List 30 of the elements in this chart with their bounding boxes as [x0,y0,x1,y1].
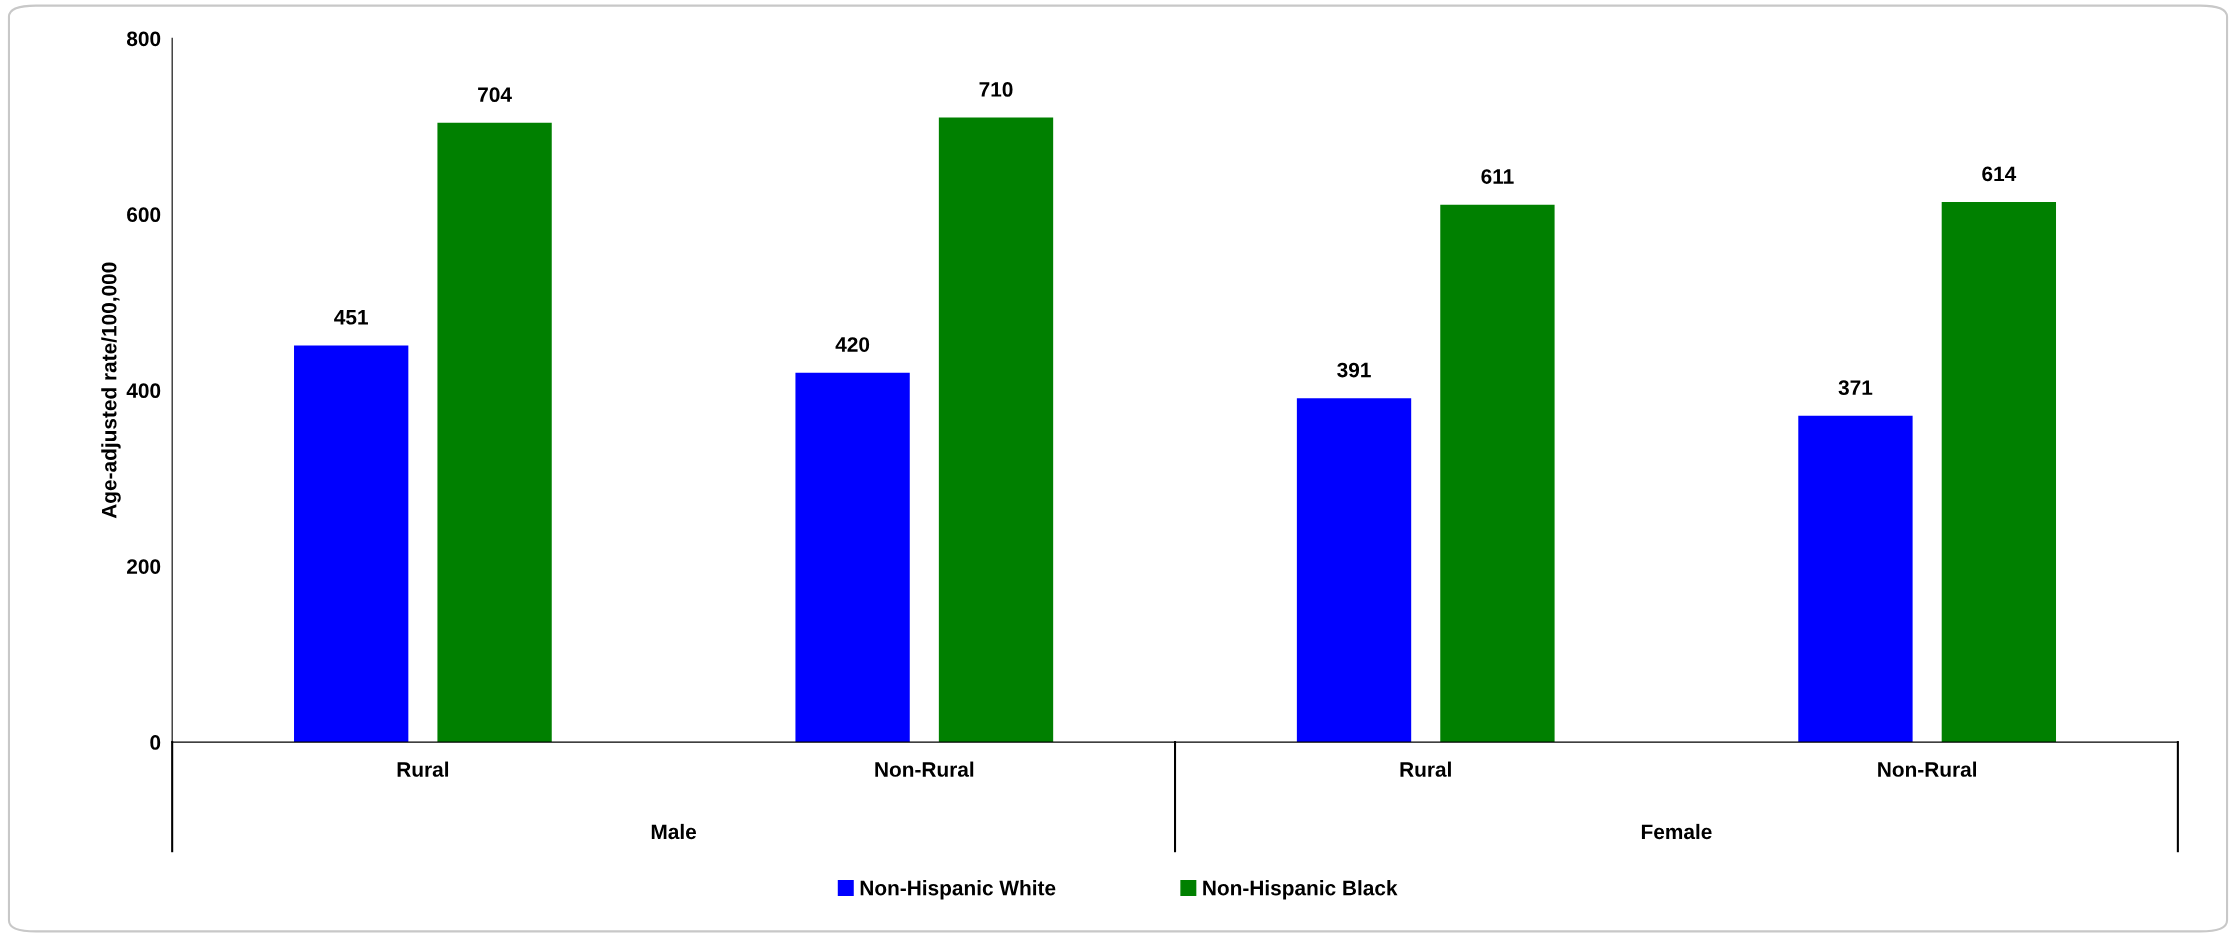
x-tick-label: Non-Rural [875,761,974,777]
y-tick-label: 800 [126,31,161,47]
data-label: 614 [1982,166,2017,182]
bar [795,372,910,743]
legend-label: Non-Hispanic Black [1203,880,1398,900]
data-label: 710 [979,82,1013,97]
data-label: 371 [1838,380,1873,396]
y-tick-label: 400 [126,383,161,399]
data-label: 420 [835,337,870,352]
data-label: 451 [334,310,368,325]
data-label: 704 [478,87,512,103]
text: Male [651,823,697,840]
x-tick-label: Rural [1400,761,1451,777]
x-tick-label: Rural [397,761,449,777]
data-label: 611 [1481,169,1514,184]
bar [1798,415,1913,743]
y-tick-label: 200 [127,559,161,574]
legend-label: Non-Hispanic White [860,880,1056,900]
bar [1941,202,2057,743]
y-tick-label: 600 [127,207,161,223]
y-tick-label: 0 [150,735,161,750]
y-axis-title: Age-adjusted rate/100,000 [101,262,121,519]
bar [437,122,552,743]
text: Female [1641,823,1712,840]
bar [294,345,409,743]
x-tick-label: Non-Rural [1878,761,1977,777]
bar [938,117,1054,743]
bar [1296,398,1412,743]
bar [1440,204,1555,743]
data-label: 391 [1337,362,1371,378]
